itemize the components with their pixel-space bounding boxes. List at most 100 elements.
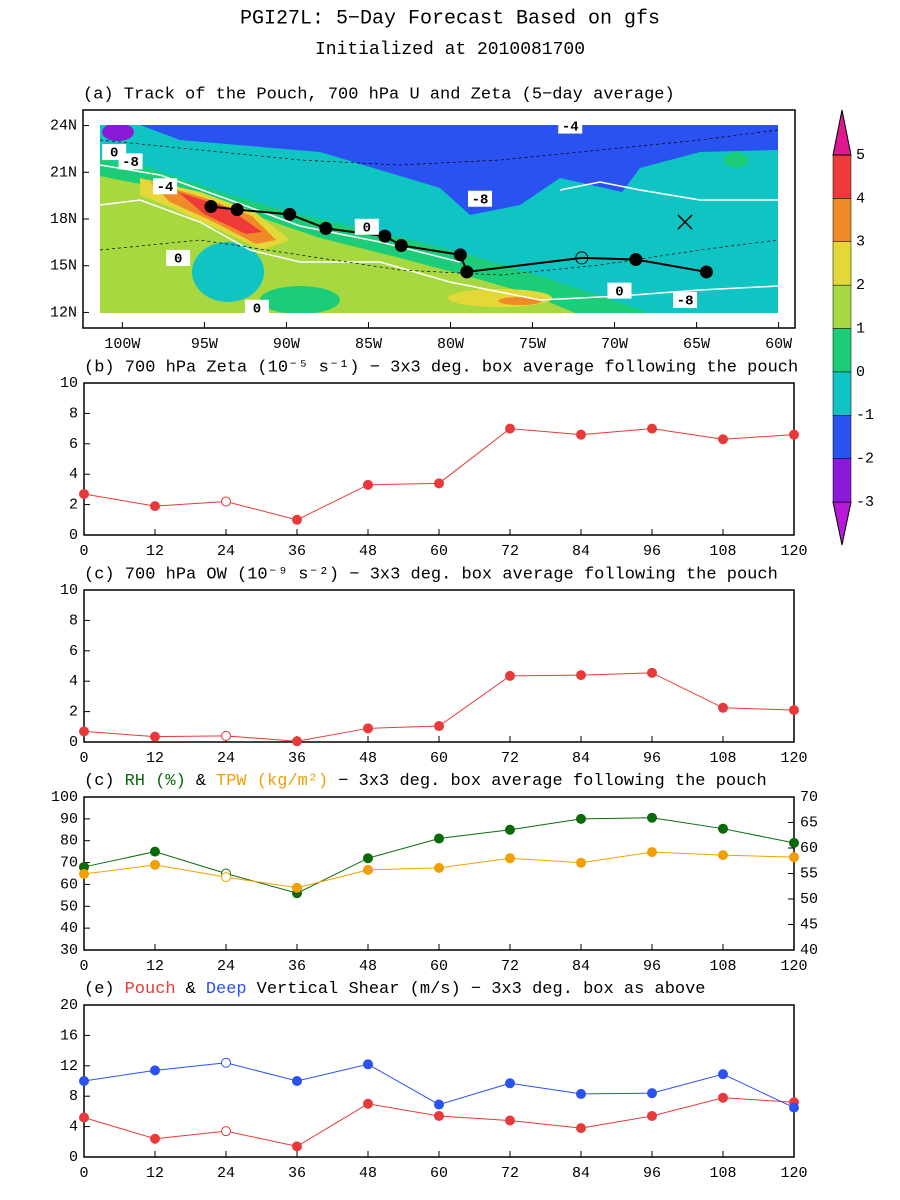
y-tick-label: 50 (60, 898, 78, 915)
y-tick-label: 100 (51, 789, 78, 806)
x-tick-label: 108 (709, 958, 736, 975)
y-tick-label: 20 (60, 997, 78, 1014)
x-tick-label: 84 (572, 543, 590, 560)
x-tick-label: 96 (643, 543, 661, 560)
data-point (434, 478, 444, 489)
y-tick-label: 0 (69, 527, 78, 544)
colorbar-label: -2 (856, 451, 874, 468)
x-tick-label: 60 (430, 543, 448, 560)
title-joiner: & (186, 980, 196, 999)
data-point (292, 1076, 302, 1086)
colorbar-label: -1 (856, 407, 874, 424)
data-point (79, 726, 89, 737)
x-tick-label: 72 (501, 958, 519, 975)
x-tick-label: 48 (359, 543, 377, 560)
y-tick-label: 8 (69, 612, 78, 629)
data-point (150, 501, 160, 512)
x-tick-label: 60W (765, 336, 792, 353)
x-tick-label: 75W (519, 336, 546, 353)
contour-label-box (354, 218, 379, 235)
colorbar-end (832, 109, 852, 156)
x-tick-label: 60 (430, 958, 448, 975)
y-tick-label: 4 (69, 673, 78, 690)
data-point (647, 1088, 657, 1099)
colorbar-swatch (832, 154, 852, 199)
y-tick-label: 0 (69, 1149, 78, 1166)
data-point (150, 1065, 160, 1076)
plot-frame (82, 109, 796, 329)
x-tick-label: 12 (146, 543, 164, 560)
x-tick-label: 12 (146, 750, 164, 767)
track-point (319, 221, 333, 235)
data-point (434, 1099, 444, 1110)
data-point (79, 1112, 89, 1123)
x-tick-label: 100W (104, 336, 140, 353)
data-point (576, 1123, 586, 1134)
y2-tick-label: 45 (800, 916, 818, 933)
figure-subtitle: Initialized at 2010081700 (315, 40, 585, 60)
data-point (718, 823, 728, 834)
data-point (434, 721, 444, 732)
legend-label: TPW (kg/m²) (216, 772, 328, 791)
contour-label-box (558, 117, 583, 134)
x-tick-label: 0 (79, 543, 88, 560)
contour-label: -8 (472, 192, 489, 208)
data-point (292, 882, 302, 893)
x-tick-label: 85W (355, 336, 382, 353)
track-point (699, 265, 713, 279)
data-point (789, 1102, 799, 1113)
figure-title: PGI27L: 5−Day Forecast Based on gfs (240, 7, 660, 30)
y2-tick-label: 50 (800, 891, 818, 908)
colorbar-label: -3 (856, 494, 874, 511)
storm-symbol (677, 214, 693, 230)
x-tick-label: 60 (430, 1165, 448, 1182)
x-tick-label: 108 (709, 750, 736, 767)
legend-label: RH (%) (125, 772, 186, 791)
x-tick-label: 48 (359, 1165, 377, 1182)
y-tick-label: 80 (60, 833, 78, 850)
data-point (434, 1110, 444, 1121)
y2-tick-label: 70 (800, 789, 818, 806)
colorbar-swatch (832, 284, 852, 329)
contour-label: 0 (615, 284, 623, 300)
data-point (363, 1059, 373, 1070)
plot-frame (83, 1004, 795, 1158)
y2-tick-label: 60 (800, 840, 818, 857)
track-point (394, 238, 408, 252)
data-point (505, 1078, 515, 1089)
x-tick-label: 48 (359, 958, 377, 975)
title-prefix: (e) (84, 980, 115, 999)
x-tick-label: 72 (501, 543, 519, 560)
colorbar-label: 2 (856, 277, 865, 294)
contour-label: -4 (562, 119, 579, 135)
data-point (150, 1133, 160, 1144)
data-point (718, 850, 728, 861)
y-tick-label: 2 (69, 704, 78, 721)
data-point (647, 847, 657, 858)
contour-label: 0 (363, 220, 371, 236)
x-tick-label: 120 (780, 750, 807, 767)
data-point (79, 1076, 89, 1086)
y-tick-label: 10 (60, 582, 78, 599)
colorbar-swatch (832, 241, 852, 286)
data-point (576, 429, 586, 440)
y-tick-label: 21N (50, 164, 77, 181)
track-point (575, 251, 589, 265)
x-tick-label: 12 (146, 958, 164, 975)
data-point (150, 846, 160, 857)
y-tick-label: 24N (50, 118, 77, 135)
data-point (221, 1057, 231, 1068)
x-tick-label: 108 (709, 543, 736, 560)
data-point (789, 852, 799, 863)
contour-label-box (166, 249, 191, 266)
x-tick-label: 72 (501, 750, 519, 767)
data-point (79, 488, 89, 499)
data-point (647, 812, 657, 823)
x-tick-label: 36 (288, 543, 306, 560)
data-point (576, 1088, 586, 1099)
x-tick-label: 84 (572, 750, 590, 767)
y-tick-label: 4 (69, 466, 78, 483)
x-tick-label: 60 (430, 750, 448, 767)
x-tick-label: 84 (572, 1165, 590, 1182)
x-tick-label: 36 (288, 1165, 306, 1182)
